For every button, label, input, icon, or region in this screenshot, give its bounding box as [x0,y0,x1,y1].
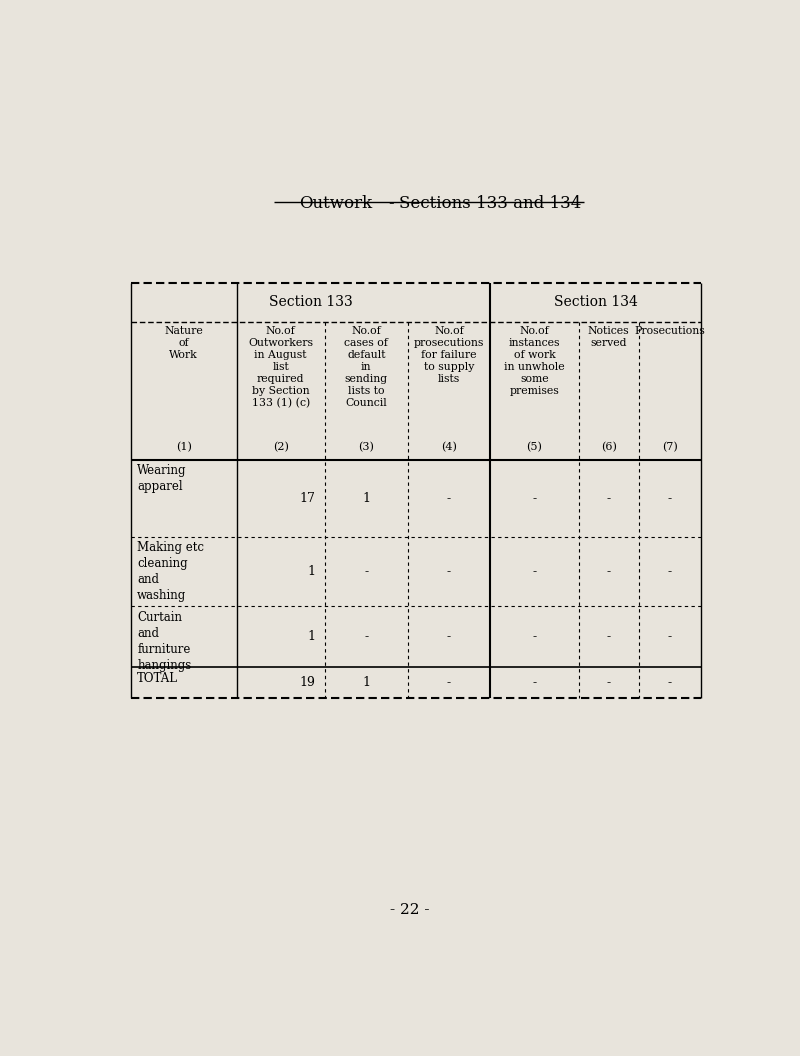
Text: 1: 1 [362,492,370,505]
Text: -: - [533,565,537,579]
Text: -: - [447,492,451,505]
Text: -: - [364,565,368,579]
Text: -: - [668,677,672,690]
Text: Making etc
cleaning
and
washing: Making etc cleaning and washing [138,542,204,602]
Text: TOTAL: TOTAL [138,672,178,684]
Text: No.of
instances
of work
in unwhole
some
premises: No.of instances of work in unwhole some … [504,326,565,396]
Text: (2): (2) [273,441,289,452]
Text: (1): (1) [176,441,192,452]
Text: -: - [668,565,672,579]
Text: -: - [606,565,610,579]
Text: -: - [533,492,537,505]
Text: (6): (6) [601,441,617,452]
Text: Curtain
and
furniture
hangings: Curtain and furniture hangings [138,610,191,672]
Text: No.of
cases of
default
in
sending
lists to
Council: No.of cases of default in sending lists … [344,326,388,408]
Text: -: - [668,492,672,505]
Text: -: - [533,677,537,690]
Text: -: - [447,630,451,643]
Text: Sections 133 and 134: Sections 133 and 134 [399,195,582,212]
Text: (7): (7) [662,441,678,452]
Text: 19: 19 [300,677,316,690]
Text: -: - [606,630,610,643]
Text: -: - [606,677,610,690]
Text: -: - [389,195,394,212]
Text: -: - [668,630,672,643]
Text: -: - [364,630,368,643]
Text: (5): (5) [526,441,542,452]
Text: Wearing
apparel: Wearing apparel [138,465,186,493]
Text: (3): (3) [358,441,374,452]
Text: Notices
served: Notices served [588,326,630,347]
Text: No.of
prosecutions
for failure
to supply
lists: No.of prosecutions for failure to supply… [414,326,484,384]
Text: No.of
Outworkers
in August
list
required
by Section
133 (1) (c): No.of Outworkers in August list required… [248,326,314,409]
Text: -: - [533,630,537,643]
Text: 1: 1 [308,565,316,579]
Text: Section 134: Section 134 [554,296,638,309]
Text: Section 133: Section 133 [269,296,353,309]
Text: Outwork: Outwork [299,195,372,212]
Text: 17: 17 [300,492,316,505]
Text: - 22 -: - 22 - [390,903,430,917]
Text: 1: 1 [308,630,316,643]
Text: (4): (4) [441,441,457,452]
Text: 1: 1 [362,677,370,690]
Text: Nature
of
Work: Nature of Work [164,326,203,360]
Text: -: - [606,492,610,505]
Text: -: - [447,565,451,579]
Text: Prosecutions: Prosecutions [634,326,706,336]
Text: -: - [447,677,451,690]
